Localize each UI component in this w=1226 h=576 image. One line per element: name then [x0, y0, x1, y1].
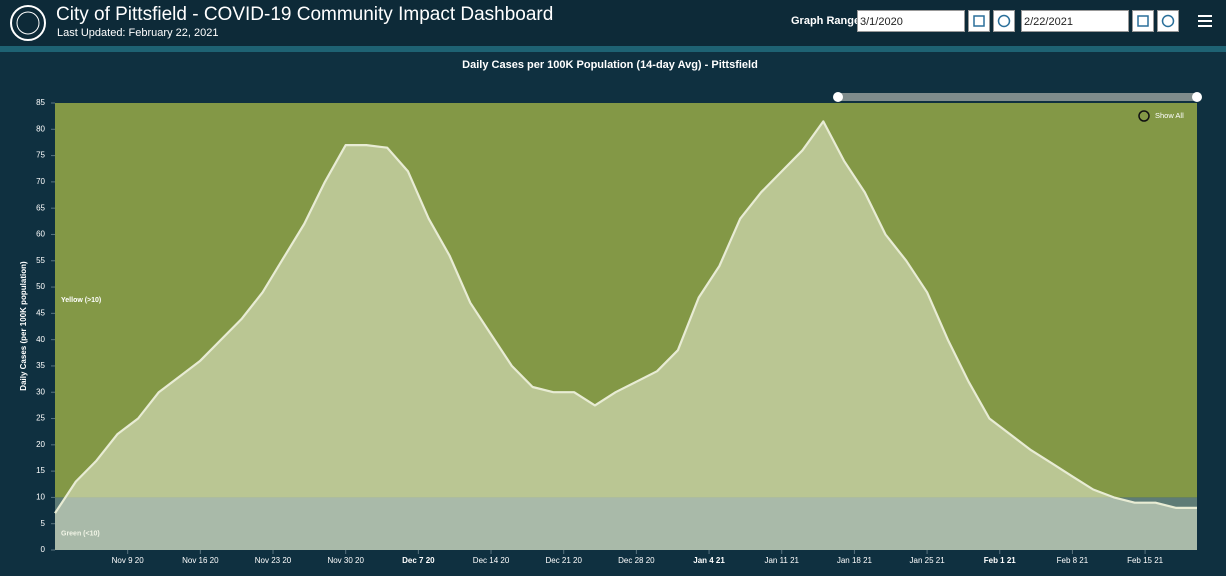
header: City of Pittsfield - COVID-19 Community …: [0, 0, 1226, 46]
y-tick-label: 0: [41, 545, 46, 554]
range-label: Graph Range: [791, 15, 861, 27]
y-tick-label: 40: [36, 335, 45, 344]
y-tick-label: 80: [36, 124, 45, 133]
clock-button[interactable]: [993, 10, 1015, 32]
range-slider[interactable]: [838, 93, 1197, 101]
zoom-icon: [1138, 110, 1150, 122]
chart: Daily Cases per 100K Population (14-day …: [19, 59, 1202, 565]
y-tick-label: 15: [36, 466, 45, 475]
y-tick-label: 70: [36, 177, 45, 186]
updated: Last Updated: February 22, 2021: [57, 27, 219, 39]
y-tick-label: 20: [36, 440, 45, 449]
y-tick-label: 25: [36, 414, 45, 423]
x-tick-label: Jan 11 21: [764, 556, 799, 565]
zoom-button[interactable]: Show All: [1155, 111, 1184, 120]
chart-title: Daily Cases per 100K Population (14-day …: [462, 59, 758, 71]
logo: [10, 5, 46, 41]
slider-handle[interactable]: [833, 92, 843, 102]
slider-handle[interactable]: [1192, 92, 1202, 102]
x-tick-label: Feb 15 21: [1127, 556, 1164, 565]
x-tick-label: Feb 1 21: [984, 556, 1017, 565]
y-axis-label: Daily Cases (per 100K population): [19, 261, 28, 391]
x-tick-label: Nov 30 20: [327, 556, 364, 565]
area: [55, 121, 1197, 551]
end-date[interactable]: 2/22/2021: [1021, 10, 1129, 32]
y-tick-label: 35: [36, 361, 45, 370]
x-tick-label: Nov 16 20: [182, 556, 219, 565]
x-tick-label: Dec 28 20: [618, 556, 655, 565]
y-tick-label: 45: [36, 308, 45, 317]
stripe: [0, 46, 1226, 52]
y-tick-label: 50: [36, 282, 45, 291]
calendar-button[interactable]: [1132, 10, 1154, 32]
x-tick-label: Feb 8 21: [1057, 556, 1089, 565]
start-date[interactable]: 3/1/2020: [857, 10, 965, 32]
y-tick-label: 10: [36, 493, 45, 502]
clock-button[interactable]: [1157, 10, 1179, 32]
y-tick-label: 65: [36, 203, 45, 212]
x-tick-label: Nov 9 20: [112, 556, 145, 565]
x-tick-label: Nov 23 20: [255, 556, 292, 565]
y-tick-label: 85: [36, 98, 45, 107]
x-tick-label: Jan 18 21: [837, 556, 873, 565]
x-tick-label: Dec 7 20: [402, 556, 435, 565]
title: City of Pittsfield - COVID-19 Community …: [56, 4, 554, 25]
menu-button[interactable]: [1197, 13, 1213, 29]
y-tick-label: 55: [36, 256, 45, 265]
x-tick-label: Dec 21 20: [545, 556, 582, 565]
y-tick-label: 60: [36, 230, 45, 239]
y-tick-label: 5: [41, 519, 46, 528]
x-tick-label: Jan 4 21: [693, 556, 725, 565]
calendar-button[interactable]: [968, 10, 990, 32]
zone-label: Yellow (>10): [61, 297, 101, 304]
x-tick-label: Dec 14 20: [473, 556, 510, 565]
y-tick-label: 75: [36, 151, 45, 160]
y-tick-label: 30: [36, 387, 45, 396]
x-tick-label: Jan 25 21: [910, 556, 946, 565]
line: [54, 120, 1197, 514]
